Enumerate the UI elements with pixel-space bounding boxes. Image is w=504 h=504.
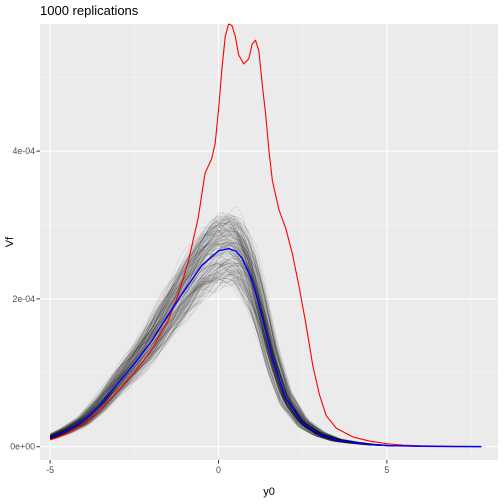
x-tick-label: 5 [384,465,389,475]
y-tick-label: 2e-04 [13,294,36,304]
y-axis: 0e+00 2e-04 4e-04 [10,146,40,452]
plot-background [40,24,498,460]
y-axis-title: Vf [4,236,16,247]
chart-title: 1000 replications [40,3,139,18]
mean-estimate-line [49,247,482,448]
x-axis-title: y0 [263,486,275,498]
grid-minor [40,24,498,460]
x-tick-label: 0 [216,465,221,475]
y-tick-label: 4e-04 [13,146,36,156]
x-tick-label: -5 [46,465,54,475]
y-tick-label: 0e+00 [10,442,35,452]
x-axis: -5 0 5 [46,460,389,475]
series-lines [49,23,482,448]
